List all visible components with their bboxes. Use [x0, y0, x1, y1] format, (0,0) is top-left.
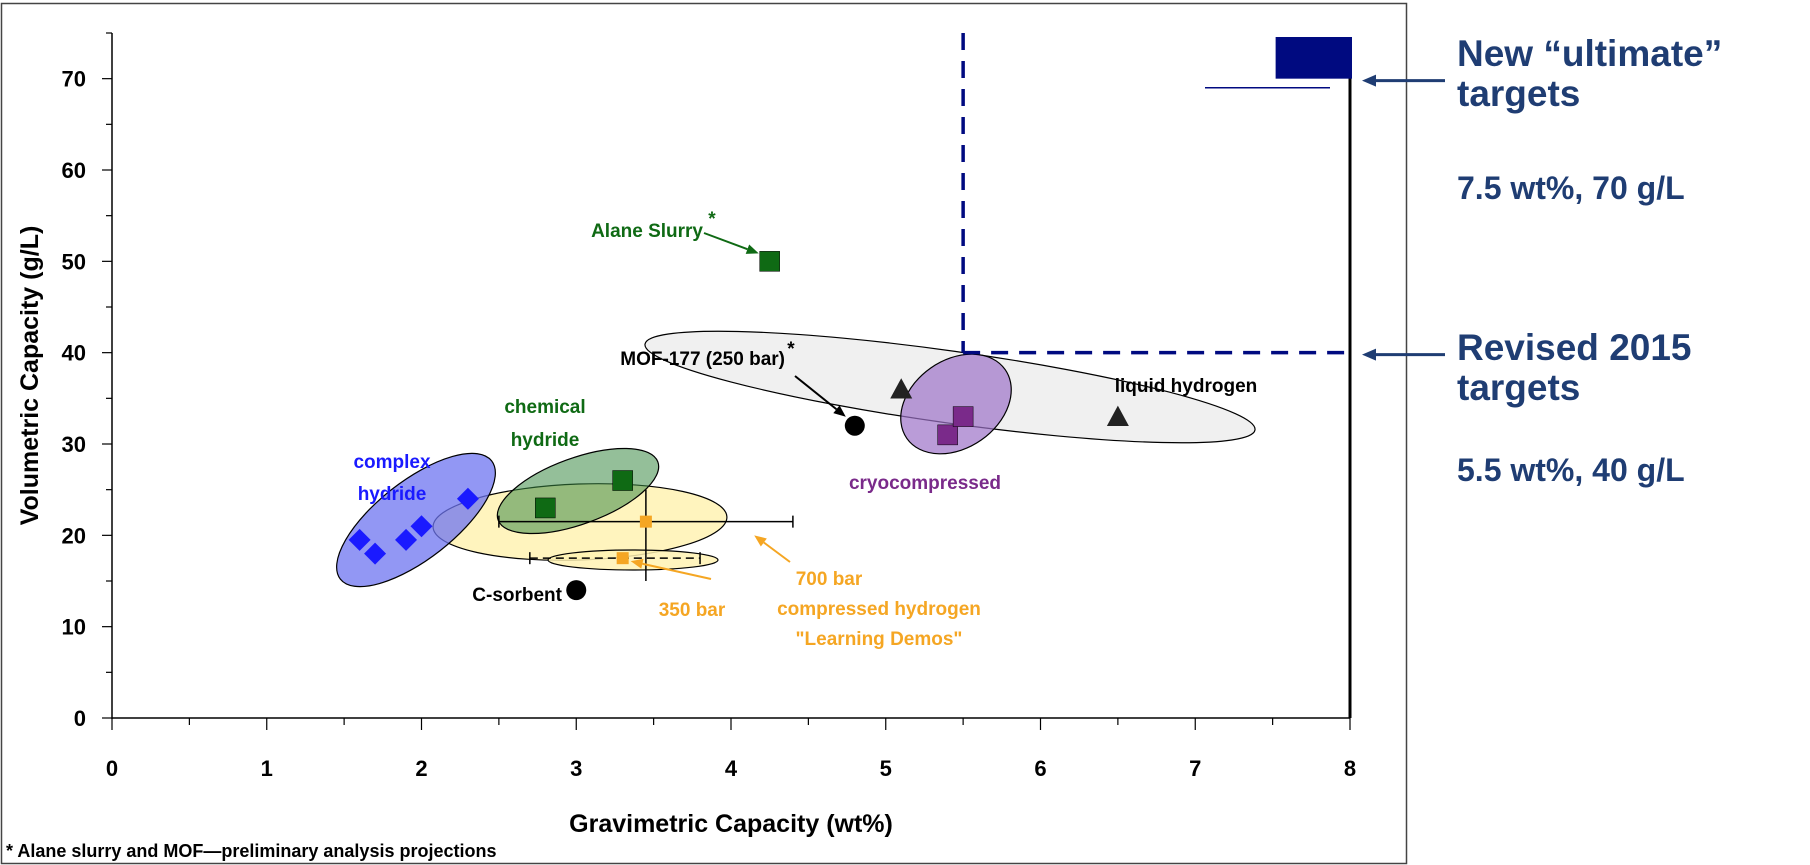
- bar350-label: 350 bar: [659, 600, 726, 621]
- bar700-arrow-shaft: [763, 541, 791, 563]
- chemical-hydride-point: [612, 470, 633, 491]
- y-tick-label: 70: [62, 67, 86, 92]
- complex-hydride-point: [348, 528, 371, 551]
- revised-target-title-line2: targets: [1457, 367, 1581, 408]
- compressed-350-ellipse: [547, 549, 719, 571]
- y-tick-label: 20: [62, 523, 86, 548]
- c-sorbent-label: C-sorbent: [472, 585, 562, 606]
- mof-177-250-bar-point: [844, 415, 865, 436]
- revised-target-value: 5.5 wt%, 40 g/L: [1457, 452, 1685, 488]
- chart-frame: [0, 2, 1408, 865]
- mof-arrow-head: [833, 405, 846, 417]
- y-axis-title: Volumetric Capacity (g/L): [16, 226, 44, 526]
- ultimate-target-title-line1: New “ultimate”: [1457, 33, 1723, 74]
- cryocompressed-point: [937, 424, 958, 446]
- y-tick-label: 60: [62, 158, 86, 183]
- chemical-hydride-label: chemical: [504, 397, 585, 418]
- ellipse-layer: [336, 330, 1256, 588]
- arrow-layer: [630, 232, 846, 580]
- alane-asterisk: *: [708, 209, 716, 230]
- points-layer: [348, 251, 1129, 601]
- 350-bar-point: [616, 552, 629, 565]
- liquid-hydrogen-point: [890, 378, 913, 399]
- x-tick-label: 4: [725, 756, 738, 781]
- bar700-label: compressed hydrogen: [777, 599, 981, 620]
- complex-hydride-label: hydride: [358, 484, 427, 505]
- 700-bar-point: [639, 515, 652, 528]
- x-axis-title: Gravimetric Capacity (wt%): [569, 810, 893, 838]
- y-tick-label: 0: [74, 706, 86, 731]
- complex-hydride-point: [456, 487, 479, 510]
- axes-layer: 0 1 2 3 4 5 6 7 8 0 10 20 30 40 50 60 70 Gravimetric Capa…: [16, 32, 1356, 838]
- ultimate-target-title: New “ultimate” targets: [1457, 34, 1722, 114]
- chemical-hydride-point: [535, 497, 556, 519]
- cryocompressed-point: [952, 406, 974, 427]
- y-tick-label: 10: [62, 615, 86, 640]
- ultimate-target-title-line2: targets: [1457, 73, 1581, 114]
- liquid-hydrogen-label: liquid hydrogen: [1115, 376, 1258, 397]
- targets-layer: [961, 33, 1445, 718]
- alane-slurry-point: [759, 251, 780, 272]
- alane-arrow-shaft: [703, 232, 748, 251]
- bar700-label: 700 bar: [796, 569, 863, 590]
- bar350-arrow-head: [630, 558, 644, 569]
- x-tick-label: 2: [415, 756, 427, 781]
- mof-asterisk: *: [787, 339, 795, 360]
- x-tick-label: 3: [570, 756, 582, 781]
- ultimate-target-arrow-head: [1362, 74, 1376, 87]
- y-tick-label: 30: [62, 432, 86, 457]
- revised-target-title-line1: Revised 2015: [1457, 327, 1692, 368]
- chemical-hydride-label: hydride: [511, 430, 580, 451]
- bar700-label: "Learning Demos": [796, 629, 963, 650]
- revised-target-arrow-head: [1362, 348, 1376, 361]
- x-tick-label: 1: [261, 756, 273, 781]
- y-tick-label: 40: [62, 341, 86, 366]
- x-tick-label: 6: [1034, 756, 1046, 781]
- complex-hydride-point: [364, 542, 387, 565]
- x-tick-label: 5: [880, 756, 892, 781]
- alane-arrow-head: [745, 244, 759, 254]
- cryocompressed-ellipse: [900, 353, 1012, 455]
- complex-hydride-label: complex: [353, 452, 431, 473]
- revised-target-title: Revised 2015 targets: [1457, 328, 1692, 408]
- bar350-arrow-shaft: [642, 562, 712, 580]
- complex-hydride-point: [395, 528, 418, 551]
- x-tick-label: 0: [106, 756, 118, 781]
- mof-177-label: MOF-177 (250 bar): [620, 349, 785, 370]
- mof-arrow-shaft: [794, 375, 838, 411]
- footnote: * Alane slurry and MOF—preliminary analy…: [6, 841, 497, 861]
- cryocompressed-label: cryocompressed: [849, 473, 1001, 494]
- alane-slurry-label: Alane Slurry: [591, 221, 703, 242]
- c-sorbent-point: [566, 580, 587, 601]
- label-layer: complex hydride chemical hydride Alane Slurr…: [353, 209, 1257, 650]
- y-tick-label: 50: [62, 249, 86, 274]
- bar700-arrow-head: [754, 535, 767, 547]
- complex-hydride-point: [410, 515, 433, 538]
- x-tick-label: 7: [1189, 756, 1201, 781]
- liquid-hydrogen-point: [1106, 405, 1129, 426]
- ultimate-target-box: [1275, 37, 1352, 79]
- x-tick-label: 8: [1344, 756, 1356, 781]
- ultimate-target-value: 7.5 wt%, 70 g/L: [1457, 170, 1685, 206]
